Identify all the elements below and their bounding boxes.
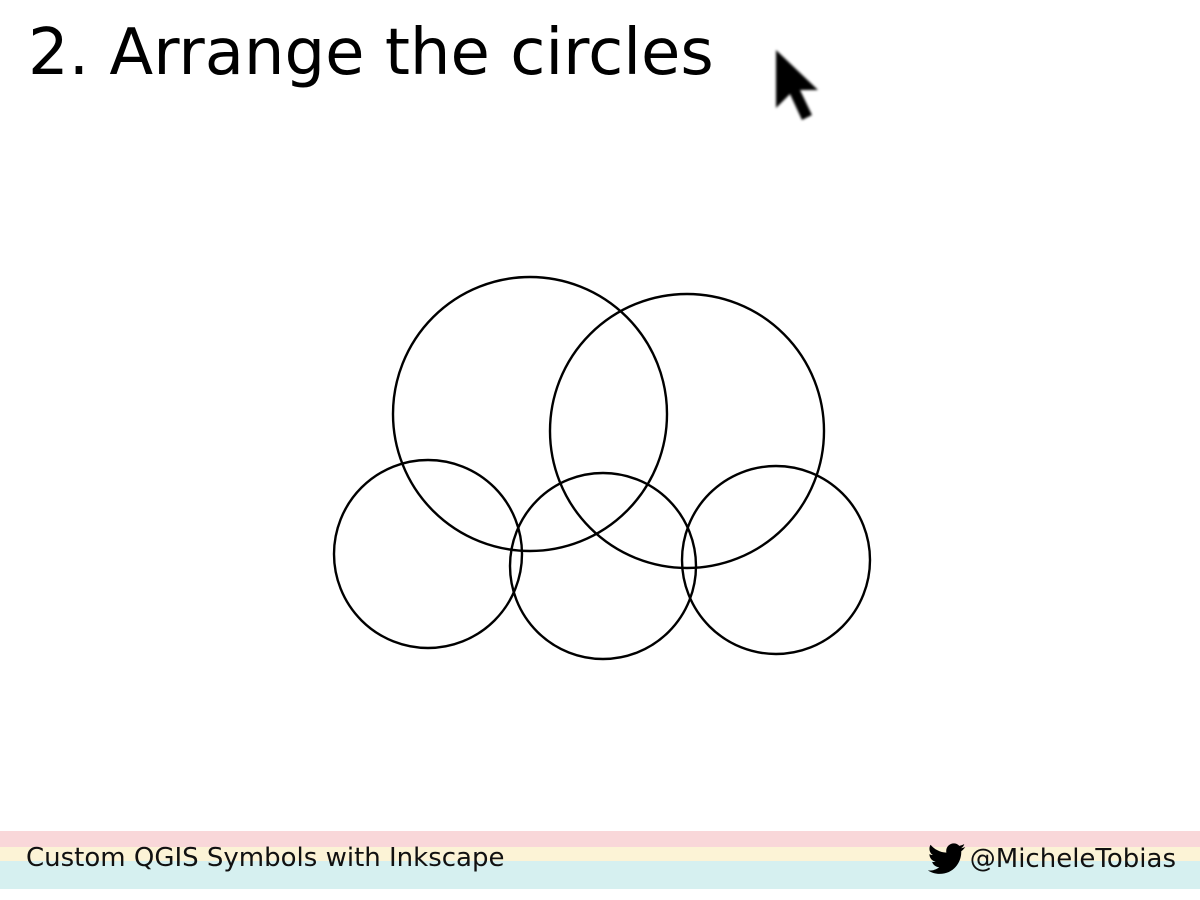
circle-bottom-middle — [508, 471, 698, 661]
cursor-arrow-icon — [776, 50, 818, 120]
footer-stripe-pink — [0, 831, 1200, 847]
circle-bottom-left — [332, 458, 524, 650]
slide-title: 2. Arrange the circles — [28, 16, 714, 90]
footer-twitter-handle[interactable]: @MicheleTobias — [927, 843, 1176, 875]
circle-top-left — [391, 275, 669, 553]
footer-stripe-yellow — [0, 847, 1200, 861]
circle-top-right — [548, 292, 826, 570]
twitter-handle-text: @MicheleTobias — [969, 844, 1176, 874]
circle-bottom-right — [680, 464, 872, 656]
footer-title: Custom QGIS Symbols with Inkscape — [26, 843, 505, 873]
footer-bar: Custom QGIS Symbols with Inkscape @Miche… — [0, 831, 1200, 889]
twitter-bird-icon — [927, 843, 966, 874]
footer-stripe-cyan — [0, 861, 1200, 889]
circles-drawing — [332, 275, 872, 661]
